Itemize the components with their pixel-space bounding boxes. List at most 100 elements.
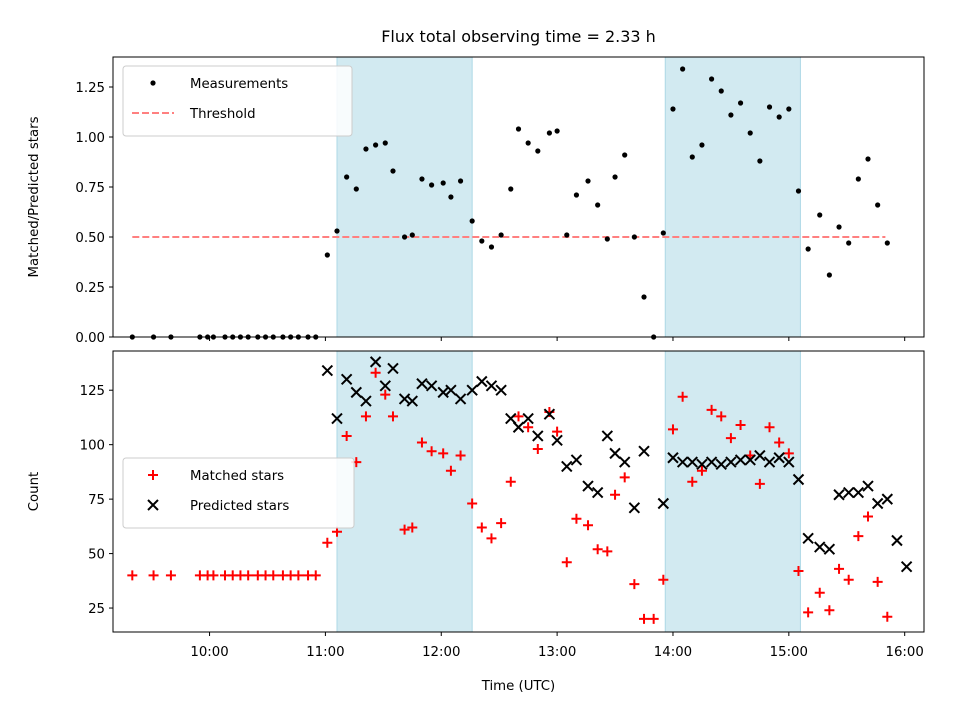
matched-star-point (677, 391, 688, 402)
matched-star-point (648, 613, 659, 624)
matched-star-point (834, 563, 845, 574)
matched-star-point (438, 448, 449, 459)
matched-star-point (783, 448, 794, 459)
bottom-y-tick-label: 25 (88, 602, 105, 617)
matched-star-point (552, 426, 563, 437)
matched-star-point (148, 570, 159, 581)
predicted-star-point (591, 486, 604, 499)
measurement-point (488, 244, 495, 250)
series-matched-stars (127, 367, 893, 624)
matched-star-point (602, 546, 613, 557)
top-y-tick-label: 0.25 (75, 281, 105, 296)
measurement-point (429, 182, 435, 188)
bottom-y-tick-label: 50 (88, 548, 105, 563)
matched-star-point (706, 404, 717, 415)
predicted-star-point (725, 456, 737, 468)
matched-star-point (416, 437, 427, 448)
predicted-star-point (561, 460, 573, 473)
predicted-star-point (814, 541, 826, 553)
predicted-star-point (900, 560, 913, 573)
matched-star-point (426, 446, 437, 457)
matched-star-point (824, 605, 835, 616)
matched-star-point (872, 576, 883, 587)
matched-star-point (882, 611, 893, 622)
legend-box (122, 65, 353, 137)
predicted-star-point (570, 454, 583, 466)
measurement-point (737, 100, 744, 106)
predicted-star-point (601, 430, 614, 442)
legend-label: Matched stars (190, 469, 284, 484)
matched-star-point (208, 570, 219, 581)
legend-label: Measurements (190, 77, 288, 92)
measurement-point (622, 152, 628, 158)
legend-label: Predicted stars (190, 499, 289, 514)
top-panel: 0.00 0.25 0.50 0.75 1.00 1.25 Matched/Predicte… (27, 56, 925, 346)
measurement-point (689, 154, 695, 160)
measurement-point (595, 202, 601, 208)
measurement-point (353, 186, 359, 192)
predicted-star-point (466, 384, 478, 396)
measurement-point (344, 174, 350, 180)
predicted-star-point (350, 386, 363, 399)
measurement-point (728, 112, 734, 118)
predicted-star-point (360, 395, 372, 407)
predicted-star-point (445, 384, 457, 396)
predicted-star-point (842, 486, 855, 499)
measurement-point (515, 126, 522, 132)
predicted-star-point (705, 456, 718, 468)
predicted-star-point (340, 373, 353, 386)
predicted-star-point (833, 489, 845, 501)
matched-star-point (687, 476, 698, 487)
measurement-point (334, 228, 340, 234)
matched-star-point (793, 566, 804, 577)
measurement-point (604, 236, 610, 242)
measurement-point (546, 130, 552, 136)
measurement-point (564, 232, 570, 238)
predicted-star-point (667, 452, 679, 464)
matched-star-point (523, 422, 534, 433)
predicted-star-point (881, 493, 894, 505)
predicted-star-point (379, 380, 391, 392)
measurement-point (884, 240, 890, 246)
measurement-point (865, 156, 871, 162)
measurement-point (382, 140, 388, 146)
predicted-star-point (532, 430, 544, 442)
matched-star-point (127, 570, 138, 581)
legend-box (122, 457, 355, 529)
measurement-point (786, 106, 792, 112)
measurement-point (373, 142, 379, 148)
x-tick-label: 15:00 (770, 645, 808, 660)
matched-star-point (496, 518, 507, 529)
matched-star-point (610, 489, 621, 500)
measurement-point (826, 272, 832, 278)
matched-star-point (476, 522, 487, 533)
predicted-star-point (543, 408, 556, 420)
matched-star-point (853, 531, 864, 542)
measurement-point (573, 192, 580, 198)
predicted-star-point (618, 456, 631, 468)
measurement-point (324, 252, 330, 258)
top-y-tick-label: 0.50 (75, 231, 105, 246)
measurement-point (535, 148, 541, 154)
predicted-star-point (512, 421, 525, 433)
predicted-star-point (792, 473, 805, 486)
measurement-point (875, 202, 881, 208)
predicted-star-point (495, 384, 507, 396)
chart-title: Flux total observing time = 2.33 h (381, 27, 656, 46)
top-shaded-interval-2 (664, 56, 801, 338)
predicted-star-point (582, 480, 594, 492)
top-y-axis-title: Matched/Predicted stars (27, 116, 42, 277)
measurement-point (409, 232, 415, 238)
matched-star-point (754, 478, 765, 489)
predicted-star-point (522, 412, 534, 425)
predicted-star-point (331, 412, 343, 425)
bottom-panel: 25 50 75 100 125 10:00 11:00 12:00 13:00 14:00 15:… (27, 350, 925, 660)
predicted-star-point (696, 458, 708, 470)
measurement-point (795, 188, 802, 194)
measurement-point (805, 246, 811, 252)
x-axis-title: Time (UTC) (481, 679, 556, 694)
matched-star-point (399, 524, 410, 535)
bottom-y-axis-title: Count (27, 472, 42, 512)
matched-star-point (387, 411, 398, 422)
legend-marker (148, 470, 158, 480)
